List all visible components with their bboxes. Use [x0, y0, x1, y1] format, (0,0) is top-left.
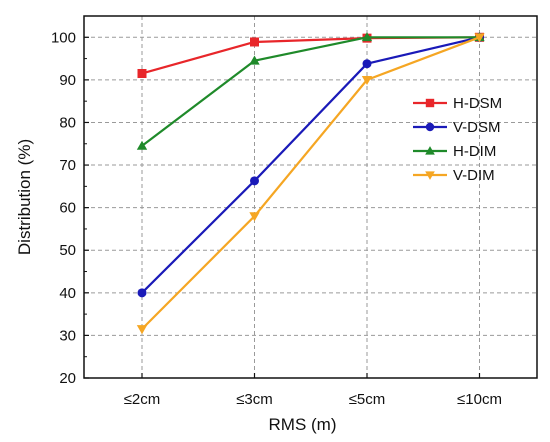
- data-point: [361, 76, 373, 86]
- x-tick-label: ≤2cm: [124, 391, 161, 408]
- data-point: [136, 325, 148, 335]
- axis-ticks: 20 30 40 50 60 70 80 90 100 ≤2cm ≤3cm ≤5cm ≤10cm: [51, 29, 502, 408]
- data-point: [137, 68, 147, 78]
- legend-marker: [425, 146, 435, 155]
- legend-marker: [425, 98, 435, 108]
- data-point: [250, 176, 259, 186]
- x-tick-label: ≤5cm: [349, 391, 386, 408]
- data-point: [250, 37, 259, 47]
- data-point: [137, 288, 147, 298]
- series-line: [141, 36, 480, 294]
- data-point: [361, 32, 373, 42]
- legend-label: H-DIM: [453, 143, 496, 160]
- y-tick-label: 80: [59, 114, 76, 131]
- legend-label: H-DSM: [453, 95, 502, 112]
- data-point: [474, 33, 485, 43]
- data-point: [136, 140, 148, 150]
- data-point: [249, 212, 260, 222]
- y-tick-label: 50: [59, 242, 76, 259]
- series-layer: [136, 32, 485, 335]
- legend: H-DSM V-DSM H-DIM V-DIM: [413, 95, 502, 184]
- legend-marker: [425, 171, 435, 180]
- y-tick-label: 90: [59, 72, 76, 89]
- y-tick-label: 40: [59, 285, 76, 302]
- legend-item: V-DSM: [413, 119, 501, 136]
- y-tick-label: 100: [51, 29, 76, 46]
- legend-marker: [425, 122, 435, 132]
- series-line: [141, 36, 480, 330]
- legend-label: V-DIM: [453, 167, 495, 184]
- y-tick-label: 60: [59, 200, 76, 217]
- y-tick-label: 70: [59, 157, 76, 174]
- data-point: [362, 59, 372, 69]
- legend-item: V-DIM: [413, 167, 495, 184]
- series-line: [141, 36, 480, 147]
- x-axis-title: RMS (m): [269, 415, 337, 434]
- legend-item: H-DSM: [413, 95, 502, 112]
- data-point: [249, 55, 260, 65]
- series-h-dim: [136, 32, 485, 150]
- x-tick-label: ≤3cm: [236, 391, 273, 408]
- x-tick-label: ≤10cm: [457, 391, 502, 408]
- legend-item: H-DIM: [413, 143, 496, 160]
- y-tick-label: 30: [59, 327, 76, 344]
- legend-label: V-DSM: [453, 119, 501, 136]
- y-tick-label: 20: [59, 370, 76, 387]
- y-axis-title: Distribution (%): [15, 139, 34, 255]
- plot-area-frame: [83, 15, 538, 379]
- series-v-dim: [136, 33, 485, 335]
